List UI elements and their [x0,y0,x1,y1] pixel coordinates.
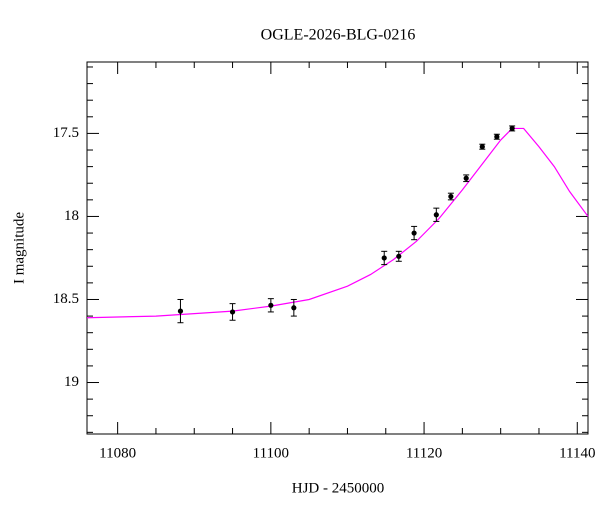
x-axis-label: HJD - 2450000 [292,480,385,496]
y-axis-label: I magnitude [11,212,27,284]
model-curve [86,127,589,319]
y-tick-label: 19 [64,374,79,390]
x-tick-label: 11100 [253,445,289,461]
y-tick-label: 18.5 [53,291,79,307]
data-point [433,212,439,218]
y-tick-label: 17.5 [53,125,79,141]
plot-frame [86,61,589,435]
data-point [229,309,236,315]
data-point [381,255,387,261]
y-tick-label: 18 [64,208,79,224]
data-point [268,302,274,308]
chart-title: OGLE-2026-BLG-0216 [261,27,416,44]
data-point [479,144,485,150]
data-point [494,134,500,140]
data-point [177,308,184,314]
data-point [509,125,515,132]
x-tick-label: 11120 [406,445,442,461]
data-point [463,175,469,181]
x-tick-label: 11080 [99,445,136,461]
x-tick-label: 11140 [559,445,595,461]
data-point [448,193,454,200]
data-point [291,305,297,311]
data-point [411,230,417,236]
data-point [396,253,402,259]
